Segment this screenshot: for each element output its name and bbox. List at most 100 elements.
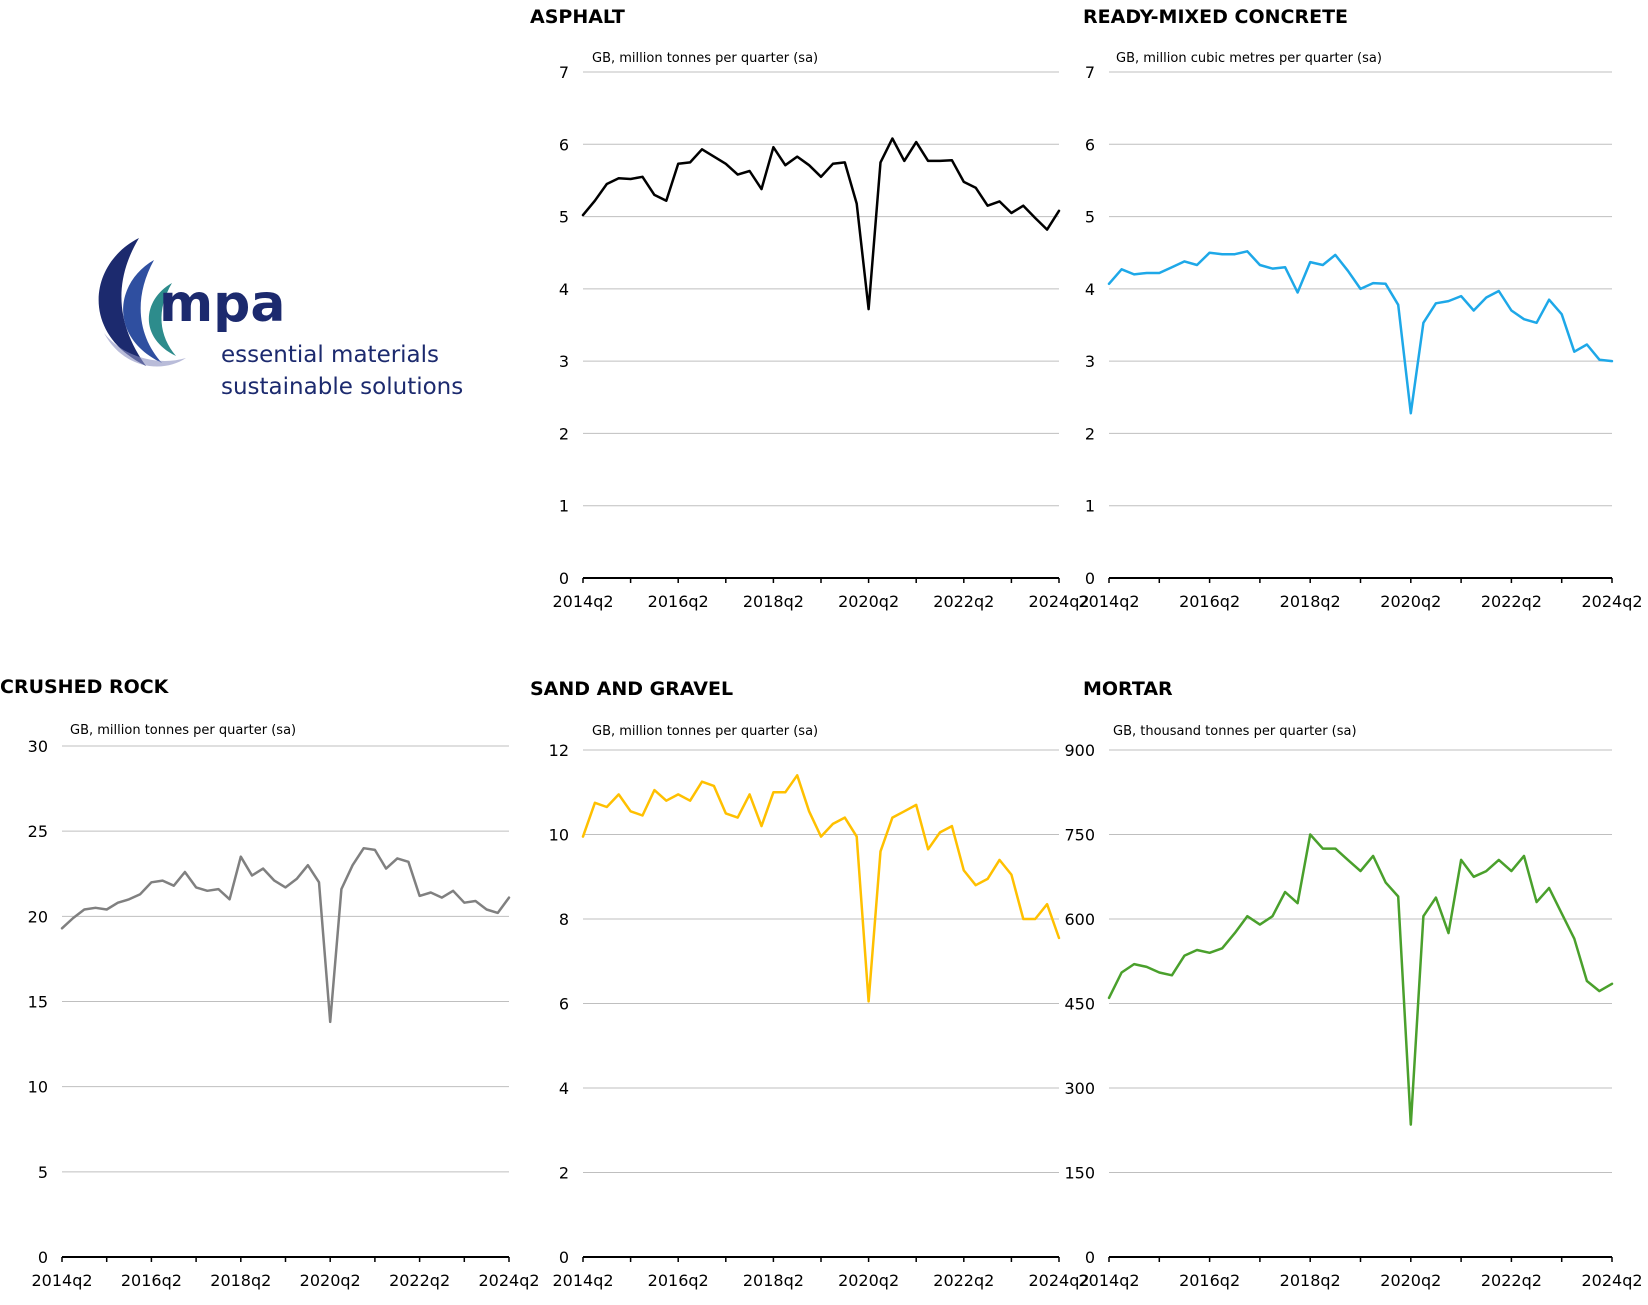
chart-title: SAND AND GRAVEL xyxy=(530,678,733,700)
y-tick-label: 1 xyxy=(1085,497,1095,516)
logo-arc-outer xyxy=(98,238,146,366)
y-tick-label: 3 xyxy=(1085,352,1095,371)
y-tick-label: 1 xyxy=(559,497,569,516)
y-tick-label: 2 xyxy=(1085,424,1095,443)
x-tick-label: 2014q2 xyxy=(31,1271,92,1290)
series-line xyxy=(1107,833,1614,1126)
x-tick-label: 2020q2 xyxy=(300,1271,361,1290)
y-tick-label: 4 xyxy=(1085,280,1095,299)
y-tick-label: 5 xyxy=(559,208,569,227)
y-tick-label: 20 xyxy=(28,907,48,926)
y-tick-label: 30 xyxy=(28,737,48,756)
x-tick-label: 2018q2 xyxy=(743,592,804,611)
y-tick-label: 4 xyxy=(559,280,569,299)
x-tick-label: 2020q2 xyxy=(1380,1271,1441,1290)
chart-mortar: MORTAR 0 150 300 450 600 750 900 GB, thousand to… xyxy=(1064,672,1648,1305)
y-tick-label: 25 xyxy=(28,822,48,841)
x-tick-label: 2016q2 xyxy=(648,592,709,611)
x-tick-label: 2024q2 xyxy=(1581,592,1642,611)
asphalt-svg: ASPHALT 0 1 2 3 4 5 6 7 GB, million tonnes per qu… xyxy=(530,6,1090,611)
chart-title: MORTAR xyxy=(1083,678,1173,700)
y-tick-label: 900 xyxy=(1064,741,1095,760)
logo-tagline-1: essential materials xyxy=(221,342,439,368)
y-tick-label: 0 xyxy=(559,1248,569,1267)
x-tick-label: 2014q2 xyxy=(1078,1271,1139,1290)
chart-subtitle: GB, million cubic metres per quarter (sa… xyxy=(1116,51,1382,66)
x-tick-label: 2022q2 xyxy=(389,1271,450,1290)
y-tick-label: 10 xyxy=(549,826,569,845)
series-line xyxy=(581,137,1061,311)
y-tick-label: 750 xyxy=(1064,826,1095,845)
y-tick-label: 15 xyxy=(28,993,48,1012)
y-tick-label: 5 xyxy=(38,1163,48,1182)
y-tick-label: 0 xyxy=(1085,1248,1095,1267)
y-tick-label: 6 xyxy=(559,135,569,154)
x-tick-label: 2022q2 xyxy=(1481,592,1542,611)
chart-subtitle: GB, thousand tonnes per quarter (sa) xyxy=(1113,724,1357,739)
x-tick-label: 2016q2 xyxy=(1179,1271,1240,1290)
y-tick-label: 600 xyxy=(1064,910,1095,929)
y-tick-label: 7 xyxy=(1085,63,1095,82)
series-line xyxy=(1107,250,1614,415)
y-tick-label: 2 xyxy=(559,424,569,443)
chart-title: CRUSHED ROCK xyxy=(0,676,170,698)
y-tick-label: 6 xyxy=(1085,135,1095,154)
x-tick-label: 2014q2 xyxy=(1078,592,1139,611)
chart-subtitle: GB, million tonnes per quarter (sa) xyxy=(592,724,818,739)
x-tick-label: 2020q2 xyxy=(838,1271,899,1290)
x-tick-label: 2024q2 xyxy=(478,1271,539,1290)
chart-asphalt: ASPHALT 0 1 2 3 4 5 6 7 GB, million tonnes per qu… xyxy=(530,0,1090,620)
y-tick-label: 5 xyxy=(1085,208,1095,227)
logo-tagline-2: sustainable solutions xyxy=(221,374,463,400)
y-tick-label: 7 xyxy=(559,63,569,82)
series-line xyxy=(60,846,511,1024)
x-tick-label: 2024q2 xyxy=(1028,592,1089,611)
x-tick-label: 2024q2 xyxy=(1028,1271,1089,1290)
crushed-rock-svg: CRUSHED ROCK 0 5 10 15 20 25 30 GB, million tonn… xyxy=(0,676,540,1290)
y-tick-label: 0 xyxy=(559,569,569,588)
x-tick-label: 2014q2 xyxy=(552,592,613,611)
chart-ready-mixed-concrete: READY-MIXED CONCRETE 0 1 2 3 4 5 6 7 GB, million … xyxy=(1078,0,1648,620)
x-tick-label: 2016q2 xyxy=(121,1271,182,1290)
x-tick-label: 2020q2 xyxy=(1380,592,1441,611)
y-tick-label: 8 xyxy=(559,910,569,929)
y-tick-label: 150 xyxy=(1064,1164,1095,1183)
chart-crushed-rock: CRUSHED ROCK 0 5 10 15 20 25 30 GB, million tonn… xyxy=(0,672,540,1305)
x-tick-label: 2020q2 xyxy=(838,592,899,611)
mortar-svg: MORTAR 0 150 300 450 600 750 900 GB, thousand to… xyxy=(1064,678,1642,1290)
logo-arc-inner xyxy=(148,283,176,356)
x-tick-label: 2018q2 xyxy=(210,1271,271,1290)
logo-wordmark: mpa xyxy=(159,274,286,334)
y-tick-label: 0 xyxy=(38,1248,48,1267)
y-tick-label: 2 xyxy=(559,1164,569,1183)
logo-arc-middle xyxy=(123,260,162,363)
x-tick-label: 2018q2 xyxy=(1280,592,1341,611)
x-tick-label: 2018q2 xyxy=(743,1271,804,1290)
chart-title: ASPHALT xyxy=(530,6,625,28)
x-tick-label: 2022q2 xyxy=(933,592,994,611)
x-tick-label: 2022q2 xyxy=(1481,1271,1542,1290)
mpa-logo: mpa essential materials sustainable solu… xyxy=(98,238,463,400)
x-tick-label: 2022q2 xyxy=(933,1271,994,1290)
y-tick-label: 0 xyxy=(1085,569,1095,588)
ready-mixed-concrete-svg: READY-MIXED CONCRETE 0 1 2 3 4 5 6 7 GB, million … xyxy=(1078,6,1642,611)
x-tick-label: 2018q2 xyxy=(1280,1271,1341,1290)
y-tick-label: 6 xyxy=(559,995,569,1014)
x-tick-label: 2016q2 xyxy=(648,1271,709,1290)
y-tick-label: 450 xyxy=(1064,995,1095,1014)
series-line xyxy=(581,774,1061,1003)
x-tick-label: 2024q2 xyxy=(1581,1271,1642,1290)
y-tick-label: 10 xyxy=(28,1078,48,1097)
x-tick-label: 2014q2 xyxy=(552,1271,613,1290)
y-tick-label: 300 xyxy=(1064,1079,1095,1098)
chart-title: READY-MIXED CONCRETE xyxy=(1083,6,1348,28)
logo-arc-sweep xyxy=(104,333,186,367)
x-tick-label: 2016q2 xyxy=(1179,592,1240,611)
chart-subtitle: GB, million tonnes per quarter (sa) xyxy=(592,51,818,66)
y-tick-label: 12 xyxy=(549,741,569,760)
y-tick-label: 3 xyxy=(559,352,569,371)
y-tick-label: 4 xyxy=(559,1079,569,1098)
chart-sand-and-gravel: SAND AND GRAVEL 0 2 4 6 8 10 12 GB, million tonn… xyxy=(530,672,1090,1305)
chart-subtitle: GB, million tonnes per quarter (sa) xyxy=(70,723,296,738)
sand-and-gravel-svg: SAND AND GRAVEL 0 2 4 6 8 10 12 GB, million tonn… xyxy=(530,678,1090,1290)
